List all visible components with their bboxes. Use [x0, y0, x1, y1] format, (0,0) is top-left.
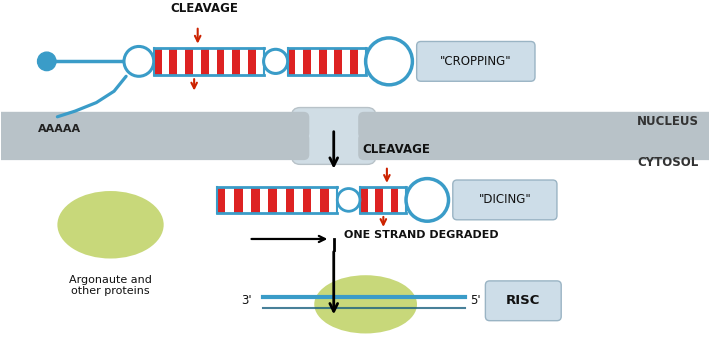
- Bar: [178, 48, 185, 75]
- Bar: [217, 187, 337, 213]
- Bar: [170, 48, 178, 75]
- Bar: [209, 48, 217, 75]
- Text: CLEAVAGE: CLEAVAGE: [362, 143, 430, 156]
- Circle shape: [263, 49, 288, 74]
- Bar: [256, 48, 263, 75]
- Bar: [295, 48, 303, 75]
- Bar: [217, 187, 226, 213]
- Bar: [232, 48, 240, 75]
- Bar: [368, 187, 376, 213]
- Text: "DICING": "DICING": [479, 193, 531, 206]
- Ellipse shape: [315, 275, 417, 333]
- FancyBboxPatch shape: [417, 41, 535, 81]
- Bar: [277, 187, 285, 213]
- Bar: [360, 187, 368, 213]
- Bar: [243, 187, 251, 213]
- FancyBboxPatch shape: [292, 107, 376, 165]
- Bar: [217, 48, 224, 75]
- Circle shape: [366, 38, 413, 85]
- Bar: [334, 48, 342, 75]
- Text: AAAAA: AAAAA: [38, 124, 81, 134]
- Bar: [234, 187, 243, 213]
- Bar: [154, 48, 263, 75]
- Bar: [248, 48, 256, 75]
- Bar: [329, 187, 337, 213]
- Bar: [288, 48, 295, 75]
- Bar: [383, 187, 390, 213]
- Bar: [240, 48, 248, 75]
- Bar: [360, 187, 406, 213]
- Bar: [391, 187, 398, 213]
- Bar: [327, 48, 334, 75]
- Text: CYTOSOL: CYTOSOL: [638, 156, 699, 169]
- Bar: [154, 48, 162, 75]
- Bar: [260, 187, 268, 213]
- FancyBboxPatch shape: [486, 281, 561, 321]
- Bar: [303, 187, 312, 213]
- FancyBboxPatch shape: [453, 180, 557, 220]
- Bar: [251, 187, 260, 213]
- Circle shape: [406, 179, 449, 221]
- Text: 5': 5': [470, 294, 481, 307]
- Bar: [350, 48, 358, 75]
- Text: 3': 3': [241, 294, 252, 307]
- Bar: [342, 48, 350, 75]
- FancyBboxPatch shape: [0, 112, 310, 139]
- Bar: [162, 48, 170, 75]
- Text: NUCLEUS: NUCLEUS: [637, 115, 699, 128]
- Bar: [312, 187, 320, 213]
- Bar: [376, 187, 383, 213]
- Bar: [319, 48, 327, 75]
- FancyBboxPatch shape: [358, 112, 710, 139]
- Bar: [193, 48, 201, 75]
- Bar: [224, 48, 232, 75]
- Bar: [285, 187, 294, 213]
- Bar: [398, 187, 406, 213]
- Bar: [311, 48, 319, 75]
- Circle shape: [124, 47, 154, 76]
- Text: "CROPPING": "CROPPING": [440, 55, 512, 68]
- Bar: [288, 48, 366, 75]
- Text: Argonaute and
other proteins: Argonaute and other proteins: [69, 274, 152, 296]
- FancyBboxPatch shape: [358, 133, 710, 160]
- Bar: [268, 187, 277, 213]
- Circle shape: [38, 52, 56, 71]
- Bar: [185, 48, 193, 75]
- Bar: [303, 48, 311, 75]
- Circle shape: [337, 189, 360, 211]
- Bar: [358, 48, 366, 75]
- Ellipse shape: [58, 191, 164, 258]
- Text: CLEAVAGE: CLEAVAGE: [171, 2, 239, 15]
- Bar: [320, 187, 329, 213]
- Bar: [201, 48, 209, 75]
- Text: RISC: RISC: [506, 294, 540, 307]
- FancyBboxPatch shape: [0, 133, 310, 160]
- Bar: [226, 187, 234, 213]
- Text: ONE STRAND DEGRADED: ONE STRAND DEGRADED: [344, 230, 499, 241]
- Bar: [294, 187, 303, 213]
